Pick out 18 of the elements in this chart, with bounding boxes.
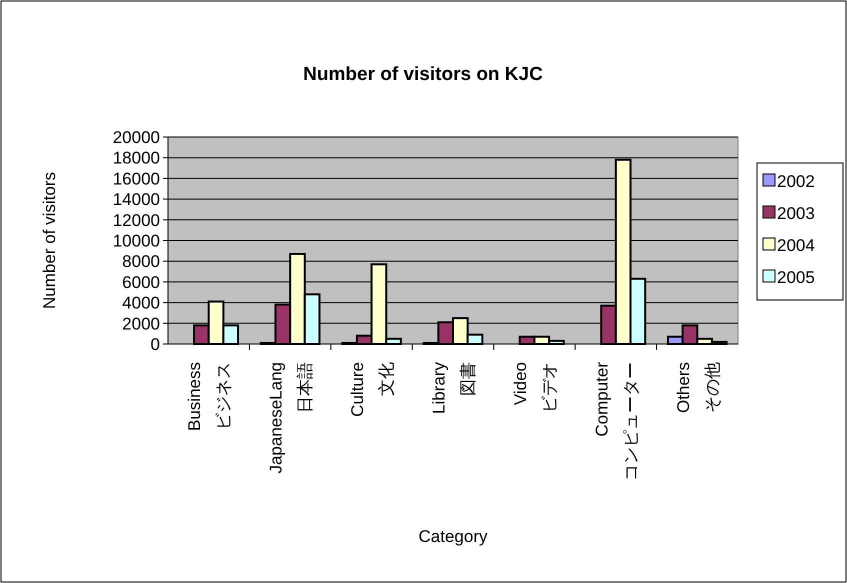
legend-label: 2002	[777, 172, 815, 191]
legend-label: 2003	[777, 204, 815, 223]
y-tick-label: 12000	[112, 210, 160, 230]
y-tick-label: 10000	[112, 232, 160, 250]
y-tick-label: 4000	[122, 294, 160, 313]
y-axis-title: Number of visitors	[40, 172, 59, 309]
y-tick-label: 8000	[122, 252, 160, 272]
y-tick-label: 2000	[122, 314, 160, 334]
title: Number of visitors on KJC	[303, 64, 543, 85]
y-tick-label: 0	[150, 335, 160, 354]
y-tick-label: 20000	[112, 128, 160, 147]
y-tick-label: 14000	[112, 190, 160, 210]
x-axis-title: Category	[418, 527, 488, 546]
y-tick-label: 18000	[112, 148, 160, 168]
y-tick-label: 6000	[122, 272, 160, 292]
legend-label: 2005	[777, 268, 815, 287]
y-tick-label: 16000	[112, 169, 160, 188]
legend-label: 2004	[777, 236, 815, 255]
